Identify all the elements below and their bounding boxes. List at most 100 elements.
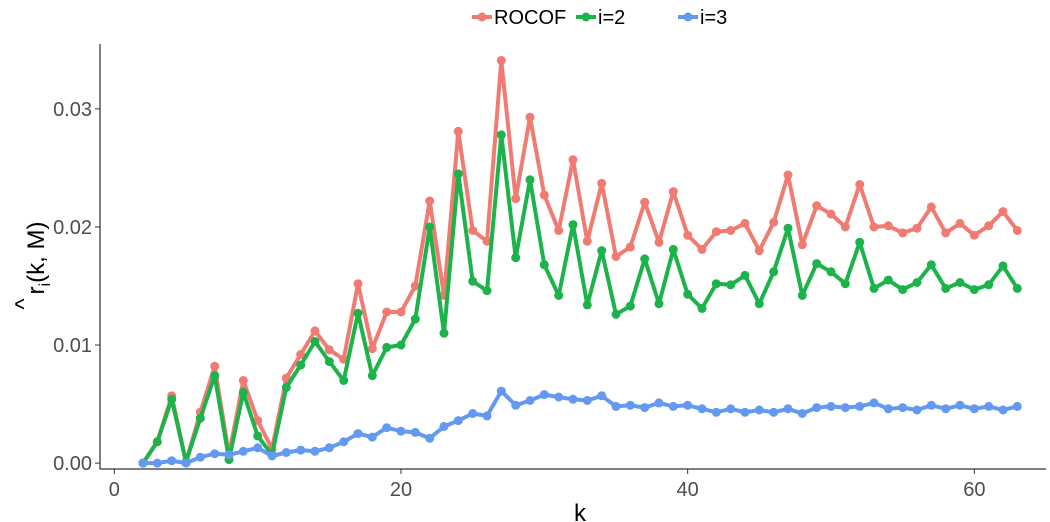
data-point-i-3 <box>1012 401 1022 411</box>
data-point-rocof <box>210 361 220 371</box>
data-point-i-2 <box>898 285 908 295</box>
data-point-i-3 <box>382 423 392 433</box>
data-point-i-2 <box>554 291 564 300</box>
data-point-rocof <box>482 236 492 246</box>
data-point-rocof <box>955 218 965 228</box>
data-point-i-2 <box>539 260 549 270</box>
data-point-rocof <box>597 178 607 188</box>
data-point-i-3 <box>167 456 177 466</box>
y-tick-label: 0.00 <box>53 453 92 475</box>
data-point-i-3 <box>797 409 807 418</box>
data-point-i-3 <box>683 400 693 410</box>
data-point-rocof <box>754 246 764 256</box>
data-point-i-2 <box>496 130 506 140</box>
y-tick-label: 0.02 <box>53 217 92 239</box>
x-ticks: 0 20 40 60 <box>109 469 985 501</box>
data-point-i-2 <box>625 301 635 311</box>
data-point-rocof <box>898 228 908 238</box>
series-rocof <box>138 56 1022 468</box>
data-point-rocof <box>539 190 549 200</box>
data-point-i-2 <box>482 286 492 296</box>
data-point-rocof <box>926 202 936 212</box>
data-point-i-3 <box>654 398 664 408</box>
data-point-i-3 <box>998 405 1008 415</box>
y-axis-title-sub: i <box>37 283 54 287</box>
data-point-i-2 <box>783 223 793 233</box>
data-point-rocof <box>1012 226 1022 235</box>
data-point-i-2 <box>912 278 922 287</box>
data-point-i-2 <box>640 254 650 264</box>
data-point-rocof <box>511 194 521 204</box>
data-point-i-2 <box>840 279 850 289</box>
data-point-i-2 <box>568 220 578 230</box>
data-point-rocof <box>869 222 879 232</box>
data-point-i-2 <box>582 300 592 310</box>
data-point-rocof <box>310 326 320 336</box>
data-point-i-3 <box>353 429 363 439</box>
data-point-i-2 <box>955 278 965 287</box>
data-point-i-2 <box>210 371 220 381</box>
data-point-rocof <box>697 244 707 254</box>
data-point-rocof <box>468 226 478 235</box>
data-point-rocof <box>582 236 592 246</box>
data-point-i-3 <box>152 458 162 468</box>
data-point-i-2 <box>826 267 836 277</box>
data-point-i-2 <box>754 299 764 309</box>
data-point-i-3 <box>869 398 879 408</box>
data-point-i-3 <box>754 405 764 415</box>
data-point-i-3 <box>726 404 736 414</box>
data-point-rocof <box>998 207 1008 217</box>
data-point-i-2 <box>1012 283 1022 293</box>
series-i-2 <box>138 130 1022 468</box>
data-point-i-3 <box>195 452 205 462</box>
data-point-i-2 <box>453 169 463 179</box>
data-point-i-3 <box>783 404 793 414</box>
data-point-i-2 <box>367 371 377 381</box>
data-point-i-2 <box>683 289 693 299</box>
data-point-i-2 <box>941 283 951 293</box>
data-point-rocof <box>496 56 506 65</box>
axes: 0.00 0.01 0.02 0.03 0 20 40 60 <box>53 44 1046 501</box>
data-point-i-2 <box>425 222 435 232</box>
data-point-rocof <box>826 209 836 219</box>
data-point-i-2 <box>969 285 979 295</box>
data-point-i-2 <box>410 314 420 324</box>
data-point-i-2 <box>310 337 320 346</box>
x-tick-label: 60 <box>963 479 985 501</box>
data-point-i-2 <box>812 259 822 269</box>
data-point-rocof <box>783 170 793 180</box>
data-point-i-2 <box>769 267 779 277</box>
series-line-rocof <box>141 58 1019 465</box>
data-point-i-2 <box>525 175 535 185</box>
data-point-rocof <box>855 180 865 189</box>
data-point-i-2 <box>740 270 750 280</box>
y-tick-label: 0.03 <box>53 99 92 121</box>
data-point-i-3 <box>883 404 893 414</box>
data-point-i-2 <box>883 275 893 285</box>
data-point-i-2 <box>697 303 707 313</box>
series-layer <box>138 56 1022 468</box>
data-point-i-3 <box>941 404 951 414</box>
data-point-i-3 <box>611 401 621 411</box>
data-point-i-2 <box>797 291 807 300</box>
data-point-i-3 <box>826 401 836 411</box>
data-point-i-3 <box>525 396 535 405</box>
data-point-i-3 <box>324 443 334 453</box>
data-point-rocof <box>654 237 664 247</box>
data-point-i-3 <box>396 426 406 436</box>
data-point-i-3 <box>425 433 435 443</box>
legend-label: ROCOF <box>494 7 566 29</box>
data-point-rocof <box>382 307 392 317</box>
data-point-i-3 <box>310 446 320 456</box>
data-point-i-3 <box>898 403 908 413</box>
data-point-i-2 <box>726 280 736 290</box>
data-point-i-3 <box>482 411 492 421</box>
svg-text:ri(k, M): ri(k, M) <box>23 222 54 295</box>
data-point-rocof <box>640 197 650 207</box>
data-point-rocof <box>912 223 922 233</box>
data-point-i-2 <box>711 279 721 289</box>
data-point-rocof <box>840 222 850 232</box>
x-axis-title: k <box>574 500 587 522</box>
data-point-i-3 <box>840 403 850 413</box>
data-point-rocof <box>453 126 463 136</box>
